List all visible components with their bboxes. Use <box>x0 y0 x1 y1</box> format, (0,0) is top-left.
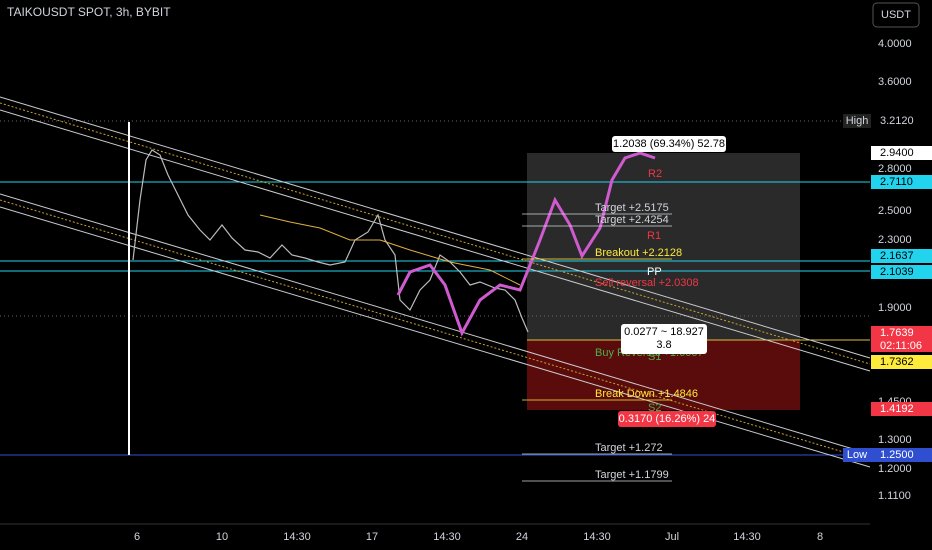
currency-button[interactable] <box>872 2 920 28</box>
time-tick-label: 14:30 <box>433 531 461 543</box>
measure-box <box>621 324 707 354</box>
price-tick-label: 2.5000 <box>878 205 912 217</box>
price-tag <box>871 326 932 352</box>
channel-mid <box>0 102 871 461</box>
price-tag-value: 2.9400 <box>880 147 914 159</box>
price-tick-label: 1.2000 <box>878 463 912 475</box>
annotation: PP <box>647 266 662 278</box>
annotation: Target +1.1799 <box>595 469 669 481</box>
annotation: S2 <box>648 402 661 414</box>
annotation: R2 <box>648 168 662 180</box>
price-tag <box>871 265 932 279</box>
price-tag <box>871 146 932 160</box>
price-tag <box>871 114 932 128</box>
price-tag-value: 1.4192 <box>880 403 914 415</box>
time-tick-label: 14:30 <box>283 531 311 543</box>
measure-box <box>618 411 716 427</box>
channel <box>0 96 871 468</box>
price-tag <box>871 448 932 462</box>
price-trace <box>132 149 529 333</box>
price-tag-value: 1.7362 <box>880 356 914 368</box>
price-tick-label: 1.9000 <box>878 302 912 314</box>
annotation: Breakout +2.2128 <box>595 247 682 259</box>
price-tag-value: 2.1039 <box>880 266 914 278</box>
time-tick-label: Jul <box>665 531 679 543</box>
price-tag-value: 3.2120 <box>880 115 914 127</box>
price-tag-label: Low <box>847 449 867 461</box>
annotation: Target +2.5175 <box>595 202 669 214</box>
price-tick-label: 4.0000 <box>878 38 912 50</box>
price-tag-value: 2.1637 <box>880 250 914 262</box>
price-tick-label: 1.1100 <box>878 490 911 502</box>
price-tag-value: 1.7639 <box>880 327 914 339</box>
time-tick-label: 17 <box>366 531 378 543</box>
price-tag-label-bg <box>843 448 871 462</box>
measure-sub: 3.8 <box>656 339 671 351</box>
price-tag-label: High <box>846 115 869 127</box>
measure-text: 0.3170 (16.26%) 24 <box>619 413 716 425</box>
moving-average <box>259 214 521 286</box>
annotation: Target +1.272 <box>595 442 663 454</box>
countdown: 02:11:06 <box>880 340 922 352</box>
price-tag <box>871 175 932 189</box>
measure-box <box>612 136 726 152</box>
price-tag-label-bg <box>843 114 871 128</box>
currency[interactable]: USDT <box>881 9 911 21</box>
time-tick-label: 6 <box>134 531 140 543</box>
measure-text: 0.0277 ~ 18.927 <box>624 326 704 338</box>
annotation: R1 <box>647 230 661 242</box>
measure-text: 1.2038 (69.34%) 52.78 <box>613 138 725 150</box>
price-tag <box>871 402 932 416</box>
price-tag <box>871 249 932 263</box>
annotation: Break Down +1.4846 <box>595 388 698 400</box>
annotation: Sell reversal +2.0308 <box>595 277 699 289</box>
time-tick-label: 24 <box>516 531 528 543</box>
price-tag-value: 1.2500 <box>880 449 914 461</box>
time-tick-label: 14:30 <box>733 531 761 543</box>
time-tick-label: 8 <box>817 531 823 543</box>
price-tick-label: 2.3000 <box>878 234 912 246</box>
price-tick-label: 2.8000 <box>878 163 912 175</box>
price-tag <box>871 355 932 369</box>
symbol-title: TAIKOUSDT SPOT, 3h, BYBIT <box>7 5 171 19</box>
price-tick-label: 1.3000 <box>878 434 912 446</box>
projection-path <box>396 151 656 337</box>
time-tick-label: 14:30 <box>583 531 611 543</box>
time-tick-label: 10 <box>216 531 228 543</box>
annotation: Target +2.4254 <box>595 214 669 226</box>
price-tag-value: 2.7110 <box>880 176 913 188</box>
price-tick-label: 3.6000 <box>878 76 912 88</box>
